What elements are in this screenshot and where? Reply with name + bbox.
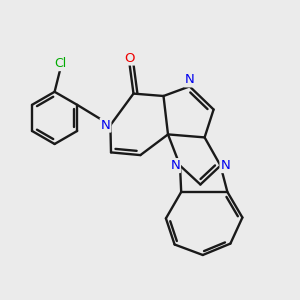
Text: N: N (185, 74, 194, 86)
Text: N: N (220, 159, 230, 172)
Text: N: N (101, 118, 110, 132)
Text: O: O (124, 52, 135, 64)
Text: Cl: Cl (54, 57, 66, 70)
Text: N: N (170, 159, 180, 172)
